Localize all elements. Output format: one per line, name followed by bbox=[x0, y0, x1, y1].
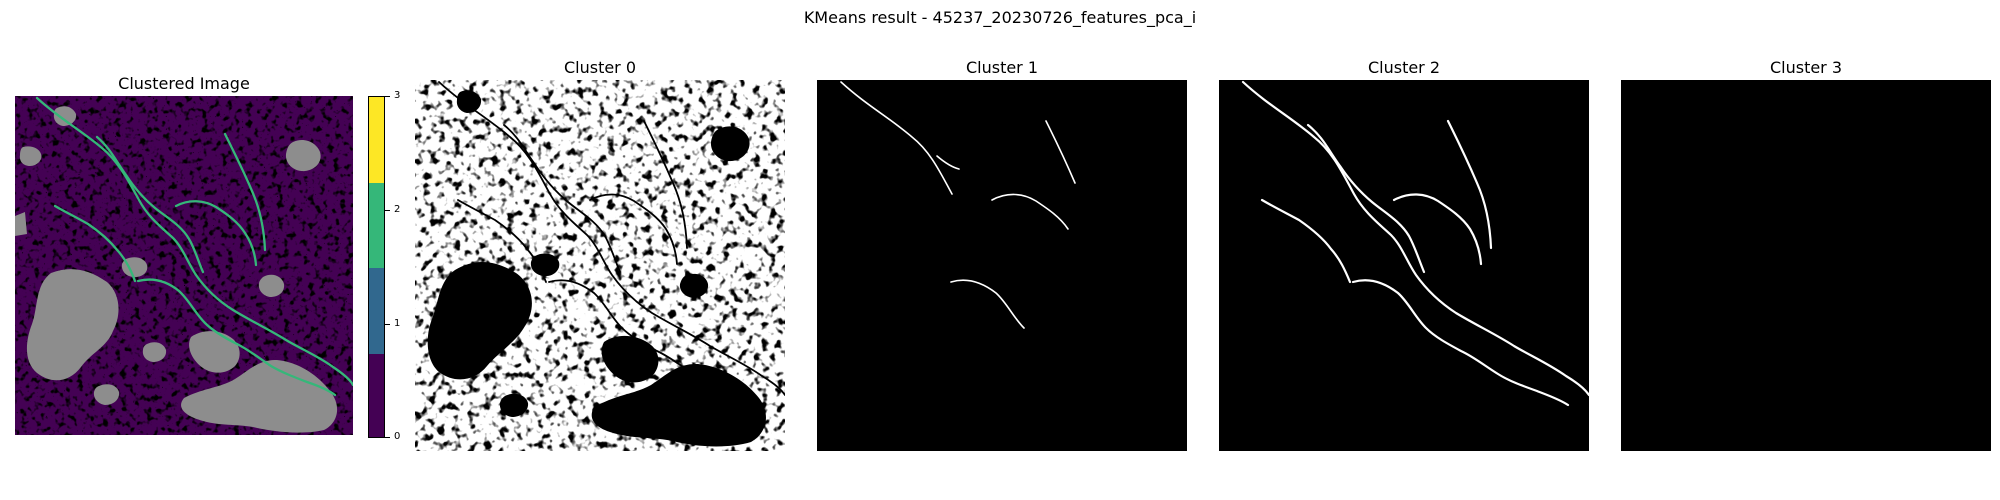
clustered-image-title: Clustered Image bbox=[118, 74, 250, 93]
colorbar-segment-3 bbox=[369, 97, 384, 183]
cluster-1-white-specks bbox=[817, 80, 1187, 451]
colorbar-segment-0 bbox=[369, 353, 384, 437]
clustered-colorbar bbox=[368, 96, 385, 438]
figure-title: KMeans result - 45237_20230726_features_… bbox=[803, 8, 1197, 27]
clustered-river-lines bbox=[35, 96, 353, 397]
cluster-3-title: Cluster 3 bbox=[1769, 58, 1843, 77]
colorbar-tick-3 bbox=[385, 96, 390, 97]
colorbar-label-2: 2 bbox=[394, 204, 401, 215]
colorbar-tick-2 bbox=[385, 210, 390, 211]
cluster-0-title: Cluster 0 bbox=[563, 58, 637, 77]
clustered-image-plot bbox=[15, 96, 353, 435]
colorbar-label-1: 1 bbox=[394, 318, 401, 329]
cluster-0-river-lines bbox=[438, 81, 785, 406]
cluster-2-title: Cluster 2 bbox=[1367, 58, 1441, 77]
colorbar-label-0: 0 bbox=[394, 431, 401, 442]
clustered-gray-patches bbox=[15, 106, 338, 433]
cluster-0-mask bbox=[415, 80, 785, 451]
cluster-1-mask bbox=[817, 80, 1187, 451]
colorbar-tick-0 bbox=[385, 437, 390, 438]
cluster-2-river-lines bbox=[1241, 80, 1589, 407]
colorbar-segment-1 bbox=[369, 268, 384, 354]
cluster-3-background bbox=[1621, 80, 1991, 451]
cluster-1-river-lines bbox=[840, 81, 1076, 329]
cluster-0-black-patches bbox=[415, 80, 785, 451]
colorbar-label-3: 3 bbox=[394, 90, 401, 101]
cluster-3-mask bbox=[1621, 80, 1991, 451]
cluster-1-title: Cluster 1 bbox=[965, 58, 1039, 77]
colorbar-segment-2 bbox=[369, 182, 384, 268]
cluster-2-white-patches bbox=[1219, 80, 1589, 451]
colorbar-tick-1 bbox=[385, 324, 390, 325]
cluster-2-mask bbox=[1219, 80, 1589, 451]
